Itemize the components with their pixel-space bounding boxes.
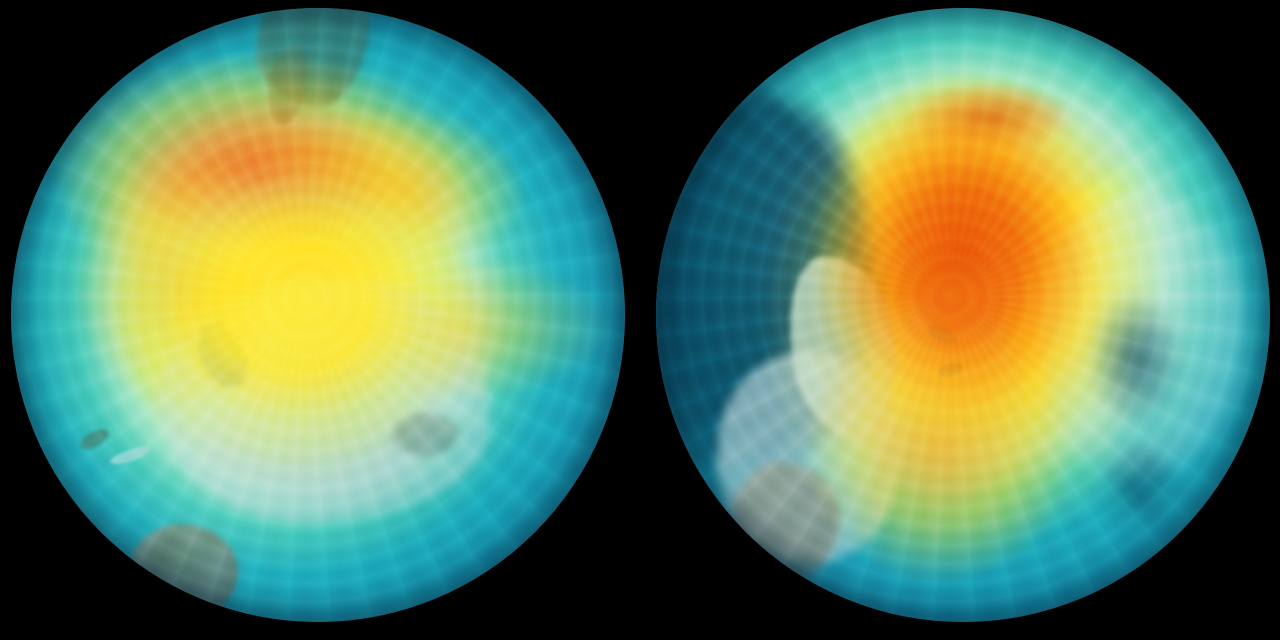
globe-north-pole[interactable] bbox=[656, 8, 1270, 622]
city-lights-overlay bbox=[656, 8, 1270, 622]
globe-south-pole[interactable] bbox=[11, 8, 625, 622]
globe-south-ring-texture bbox=[11, 8, 625, 622]
